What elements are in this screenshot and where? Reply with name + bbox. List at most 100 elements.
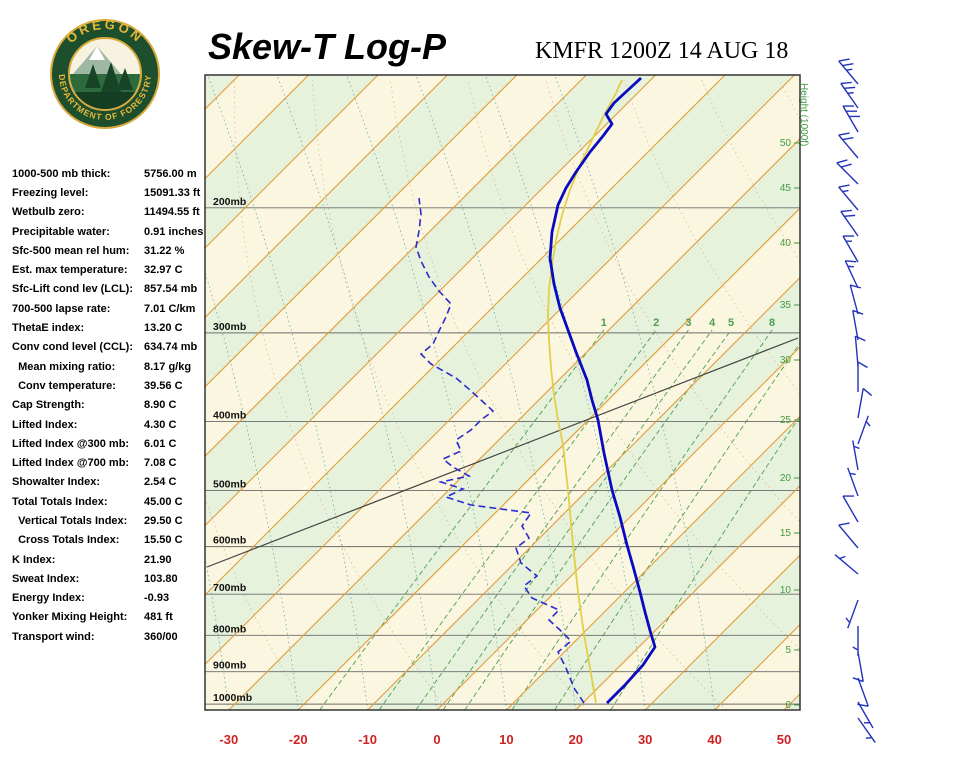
- index-label: Mean mixing ratio:: [12, 360, 116, 373]
- barb-full-tick: [855, 335, 866, 342]
- barb-half-tick: [847, 92, 854, 94]
- height-tick-label: 45: [780, 183, 792, 194]
- index-row: Conv cond level (CCL): 634.74 mb: [12, 338, 207, 357]
- wind-barb: [842, 105, 861, 133]
- moist-adiabat-line: [346, 75, 507, 710]
- index-value: 31.22 %: [144, 244, 185, 257]
- wind-barb: [845, 599, 859, 629]
- mixing-ratio-line: [511, 329, 773, 710]
- barb-staff: [834, 554, 859, 575]
- barb-staff: [842, 105, 859, 133]
- barb-full-tick: [838, 522, 850, 526]
- barb-full-tick: [845, 260, 857, 263]
- wind-barb: [857, 701, 874, 729]
- index-value: 103.80: [144, 572, 178, 585]
- wind-barb: [840, 209, 859, 237]
- moist-adiabat-line: [415, 75, 577, 710]
- temp-axis-label: -10: [358, 732, 377, 747]
- dry-adiabat-line: [205, 497, 309, 710]
- index-value: -0.93: [144, 592, 170, 605]
- index-label: Lifted Index:: [12, 418, 78, 431]
- barb-full-tick: [862, 387, 873, 397]
- wind-barb: [857, 387, 873, 419]
- barb-full-tick: [840, 163, 852, 168]
- barb-staff: [852, 310, 859, 341]
- wind-barb: [849, 284, 862, 315]
- temp-axis-label: -20: [289, 732, 308, 747]
- index-value: 8.17 g/kg: [144, 360, 192, 373]
- barb-half-tick: [865, 736, 872, 739]
- index-row: ThetaE index: 13.20 C: [12, 318, 207, 337]
- mixing-ratio-line: [415, 329, 689, 710]
- index-label: Sweat Index:: [12, 572, 80, 585]
- index-row: 700-500 lapse rate: 7.01 C/km: [12, 299, 207, 318]
- pressure-label: 500mb: [213, 478, 246, 490]
- isotherm-line: [853, 75, 960, 710]
- index-value: 481 ft: [144, 611, 173, 624]
- index-value: 6.01 C: [144, 437, 177, 450]
- index-row: Sweat Index: 103.80: [12, 569, 207, 588]
- wind-barb: [842, 235, 859, 263]
- barb-half-tick: [865, 420, 871, 427]
- barb-staff: [838, 134, 859, 159]
- index-label: Precipitable water:: [12, 225, 110, 238]
- index-row: Cross Totals Index: 15.50 C: [12, 531, 207, 550]
- barb-full-tick: [840, 209, 852, 213]
- wind-barb: [857, 677, 869, 707]
- pressure-label: 700mb: [213, 582, 246, 594]
- pressure-label: 900mb: [213, 660, 246, 672]
- height-tick-label: 35: [780, 300, 792, 311]
- index-row: Wetbulb zero: 11494.55 ft: [12, 203, 207, 222]
- index-row: Sfc-Lift cond lev (LCL): 857.54 mb: [12, 280, 207, 299]
- pressure-label: 300mb: [213, 321, 246, 333]
- index-value: 634.74 mb: [144, 341, 198, 354]
- logo-snowcap: [89, 46, 105, 60]
- parcel-trace: [547, 79, 623, 704]
- pressure-label: 400mb: [213, 410, 246, 422]
- mixing-ratio-label: 5: [728, 317, 734, 329]
- isotherm-line: [0, 75, 170, 710]
- index-value: 21.90: [144, 553, 172, 566]
- pressure-label: 800mb: [213, 623, 246, 635]
- mixing-ratio-line: [319, 329, 605, 710]
- logo-tree: [101, 62, 121, 92]
- index-label: Est. max temperature:: [12, 264, 128, 277]
- mixing-ratio-label: 3: [685, 317, 691, 329]
- index-value: 45.00 C: [144, 495, 183, 508]
- mixing-ratio-line: [554, 342, 800, 710]
- height-tick-label: 0: [785, 700, 791, 711]
- temperature-band: [784, 694, 800, 710]
- isotherm-line: [205, 75, 240, 110]
- wind-barb: [840, 81, 859, 109]
- height-tick-label: 25: [780, 415, 792, 426]
- index-value: 360/00: [144, 630, 178, 643]
- index-row: Vertical Totals Index: 29.50 C: [12, 511, 207, 530]
- logo-scene: [70, 46, 140, 109]
- index-value: 11494.55 ft: [144, 206, 200, 219]
- wind-barb: [838, 184, 859, 211]
- moist-adiabat-line: [276, 75, 438, 710]
- dry-adiabat-line: [779, 79, 800, 121]
- barb-half-tick: [852, 646, 859, 651]
- wind-barb: [836, 159, 859, 185]
- index-value: 0.91 inches: [144, 225, 204, 238]
- barb-full-tick: [838, 58, 850, 62]
- moist-adiabat-line: [0, 75, 90, 710]
- wind-barb: [847, 467, 859, 497]
- odf-logo: OREGON DEPARTMENT OF FORESTRY: [50, 17, 160, 129]
- temp-axis-label: 20: [569, 732, 583, 747]
- index-label: Sfc-500 mean rel hum:: [12, 244, 130, 257]
- barb-full-tick: [844, 86, 856, 90]
- isotherm-line: [644, 554, 800, 710]
- logo-tree: [85, 64, 101, 88]
- wind-barb: [852, 440, 860, 471]
- dry-adiabat-line: [857, 80, 960, 710]
- pressure-label: 200mb: [213, 196, 246, 208]
- barb-half-tick: [839, 555, 846, 560]
- barb-full-tick: [838, 184, 850, 188]
- mixing-ratio-label: 2: [653, 317, 659, 329]
- index-value: 32.97 C: [144, 264, 183, 277]
- dewpoint-trace: [415, 197, 585, 704]
- index-row: Energy Index: -0.93: [12, 589, 207, 608]
